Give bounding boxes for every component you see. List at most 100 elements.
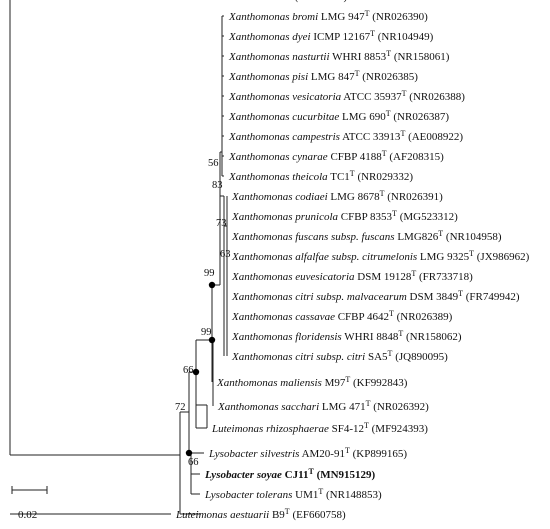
taxon-label: Xanthomonas citri subsp. citri SA5T (JQ8… <box>231 349 448 364</box>
accession: (JX986962) <box>474 251 530 263</box>
scale-bar-label: 0.02 <box>18 509 37 521</box>
taxon-name: Xanthomonas euvesicatoria <box>231 271 355 283</box>
taxon-label: Xanthomonas fuscans subsp. fuscans LMG82… <box>231 229 502 244</box>
taxon-label: Xanthomonas cucurbitae LMG 690T (NR02638… <box>228 109 449 124</box>
strain-name: LMG 8678 <box>328 191 380 203</box>
taxon-label: Xanthomonas euvesicatoria DSM 19128T (FR… <box>231 269 473 284</box>
bootstrap-value: 63 <box>220 249 231 260</box>
taxon-label: Lysobacter silvestris AM20-91T (KP899165… <box>208 446 407 461</box>
type-mark: T <box>402 89 407 98</box>
taxon-label: Xanthomonas alfalfae subsp. citrumelonis… <box>231 249 530 264</box>
taxon-name: Xanthomonas maliensis <box>216 377 322 389</box>
taxon-label: Xanthomonas floridensis WHRI 8848T (NR15… <box>231 329 462 344</box>
taxon-name: Bacillus subtilis <box>176 0 247 3</box>
taxon-label: Xanthomonas campestris ATCC 33913T (AE00… <box>228 129 463 144</box>
strain-name: ATCC 35937 <box>341 91 402 103</box>
type-mark: T <box>400 129 405 138</box>
taxon-label: Luteimonas aestuarii B9T (EF660758) <box>175 507 346 522</box>
type-mark: T <box>370 29 375 38</box>
taxon-label: Xanthomonas theicola TC1T (NR029332) <box>228 169 413 184</box>
accession: (KF992843) <box>350 377 407 389</box>
node-dot <box>185 449 193 457</box>
taxon-name: Xanthomonas citri subsp. malvacearum <box>231 291 407 303</box>
scale-bar: 0.02 <box>11 486 48 521</box>
type-mark: T <box>318 487 323 496</box>
type-mark: T <box>389 309 394 318</box>
taxon-name: Xanthomonas floridensis <box>231 331 342 343</box>
bootstrap-value: 99 <box>204 268 215 279</box>
taxon-name: Xanthomonas vesicatoria <box>228 91 342 103</box>
accession: (NR026388) <box>407 91 466 103</box>
strain-name: ICMP 12167 <box>311 31 371 43</box>
taxon-label: Xanthomonas sacchari LMG 471T (NR026392) <box>217 399 429 414</box>
accession: (NR026387) <box>391 111 450 123</box>
strain-name: WHRI 8853 <box>330 51 387 63</box>
taxon-label: Xanthomonas codiaei LMG 8678T (NR026391) <box>231 189 443 204</box>
taxon-label: Xanthomonas bromi LMG 947T (NR026390) <box>228 9 428 24</box>
accession: (JQ890095) <box>392 351 448 363</box>
type-mark: T <box>380 189 385 198</box>
taxon-name: Xanthomonas campestris <box>228 131 340 143</box>
strain-name: SF4-12 <box>329 423 364 435</box>
bootstrap-value: 72 <box>175 402 186 413</box>
taxon-name: Xanthomonas cucurbitae <box>228 111 339 123</box>
strain-name: LMG826 <box>395 231 439 243</box>
type-mark: T <box>388 349 393 358</box>
taxon-name: Xanthomonas fuscans subsp. fuscans <box>231 231 395 243</box>
strain-name: CFBP 8353 <box>338 211 393 223</box>
strain-name: M97 <box>322 377 346 389</box>
tree-nodes <box>185 281 216 457</box>
type-mark: T <box>285 507 290 516</box>
type-mark: T <box>345 375 350 384</box>
type-mark: T <box>350 169 355 178</box>
accession: (FR749942) <box>463 291 520 303</box>
strain-name: CJ11 <box>282 469 309 481</box>
strain-name: SA5 <box>365 351 388 363</box>
accession: (NR158061) <box>391 51 450 63</box>
taxon-name: Xanthomonas nasturtii <box>228 51 330 63</box>
strain-name: CFBP 4642 <box>335 311 389 323</box>
taxon-label: Xanthomonas dyei ICMP 12167T (NR104949) <box>228 29 434 44</box>
taxon-label: Xanthomonas vesicatoria ATCC 35937T (NR0… <box>228 89 465 104</box>
strain-name: LMG 471 <box>319 401 365 413</box>
accession: (FR733718) <box>416 271 473 283</box>
accession: (NR026392) <box>370 401 429 413</box>
accession: (NR104949) <box>375 31 434 43</box>
strain-name: B9 <box>269 509 285 521</box>
taxon-name: Xanthomonas citri subsp. citri <box>231 351 365 363</box>
taxon-label: Xanthomonas cynarae CFBP 4188T (AF208315… <box>228 149 444 164</box>
type-mark: T <box>365 9 370 18</box>
strain-name: WHRI 8848 <box>342 331 399 343</box>
accession: (NR029332) <box>355 171 414 183</box>
accession: (NR026391) <box>384 191 443 203</box>
type-mark: T <box>392 209 397 218</box>
strain-name: DSM 10 <box>247 0 288 3</box>
taxon-name: Xanthomonas pisi <box>228 71 308 83</box>
taxon-name: Lysobacter soyae <box>204 469 282 481</box>
accession: (AF208315) <box>387 151 444 163</box>
taxon-name: Xanthomonas cynarae <box>228 151 328 163</box>
accession: (NR026390) <box>369 11 428 23</box>
type-mark: T <box>345 446 350 455</box>
accession: (MG523312) <box>397 211 458 223</box>
bootstrap-labels: 56 83 73 63 99 99 66 72 66 <box>175 158 231 468</box>
taxon-name: Xanthomonas theicola <box>228 171 328 183</box>
type-mark: T <box>458 289 463 298</box>
strain-name: LMG 947 <box>318 11 365 23</box>
strain-name: DSM 3849 <box>407 291 459 303</box>
taxon-label: Xanthomonas citri subsp. malvacearum DSM… <box>231 289 520 304</box>
taxon-name: Xanthomonas cassavae <box>231 311 335 323</box>
taxon-label: Lysobacter soyae CJ11T (MN915129) <box>204 467 376 482</box>
type-mark: T <box>382 149 387 158</box>
node-dot <box>208 281 216 289</box>
taxon-name: Xanthomonas sacchari <box>217 401 319 413</box>
strain-name: AM20-91 <box>299 448 345 460</box>
strain-name: UM1 <box>292 489 318 501</box>
taxon-labels: Xanthomonas bromi LMG 947T (NR026390) Xan… <box>175 0 530 521</box>
taxon-name: Lysobacter silvestris <box>208 448 299 460</box>
bootstrap-value: 73 <box>216 218 227 229</box>
node-dot <box>192 368 200 376</box>
taxon-label: Bacillus subtilis DSM 10T (AJ276351) <box>176 0 347 3</box>
strain-name: DSM 19128 <box>355 271 412 283</box>
